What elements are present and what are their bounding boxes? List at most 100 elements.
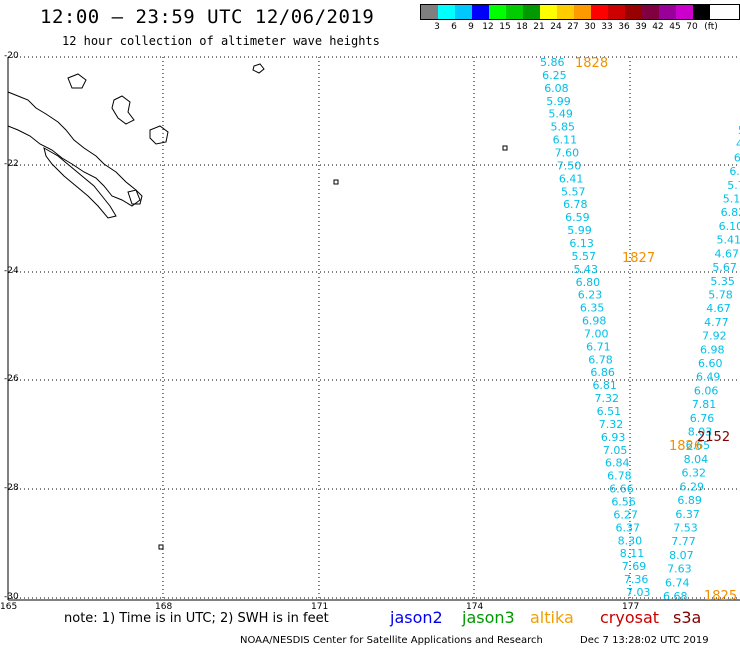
wave-height-value: 8.30	[618, 534, 643, 547]
wave-height-value: 6.71	[586, 340, 611, 353]
wave-height-value: 6.13	[569, 237, 594, 250]
wave-height-value: 7.50	[557, 159, 582, 172]
satellite-jason2-label: jason2	[390, 608, 443, 627]
wave-height-value: 5.86	[540, 56, 565, 69]
wave-height-value: 5.57	[561, 185, 586, 198]
wave-height-value: 6.82	[721, 206, 740, 219]
wave-height-value: 6.06	[694, 384, 719, 397]
legend-label: 15	[499, 22, 511, 32]
wave-height-value: 6.80	[576, 276, 601, 289]
wave-height-value: 4.67	[706, 302, 731, 315]
satellite-jason3-label: jason3	[462, 608, 515, 627]
legend-swatch	[557, 5, 574, 19]
wave-height-value: 7.63	[667, 563, 692, 576]
wave-height-value: 6.7	[729, 165, 740, 178]
longitude-label: 165	[0, 602, 18, 612]
legend-label: 12	[482, 22, 494, 32]
wave-height-value: 7.03	[626, 586, 651, 599]
wave-height-value: 6.60	[698, 357, 723, 370]
wave-height-value: 6.	[734, 151, 740, 164]
latitude-label: -28	[4, 483, 19, 493]
wave-height-value: 5.99	[546, 95, 571, 108]
wave-height-value: 6.74	[665, 576, 690, 589]
wave-height-value: 7.00	[584, 327, 609, 340]
wave-height-value: 4.67	[714, 247, 739, 260]
new-caledonia-inner-coast	[43, 146, 117, 219]
wave-height-value: 6.98	[700, 343, 725, 356]
walpole-islet	[333, 179, 339, 185]
legend-label: 18	[516, 22, 528, 32]
wave-height-value: 7.60	[555, 146, 580, 159]
wave-height-value: 5.41	[717, 234, 740, 247]
wave-height-value: 5.85	[550, 121, 575, 134]
legend-label: 36	[618, 22, 630, 32]
legend-label: 3	[434, 22, 440, 32]
wave-height-value: 6.68	[663, 590, 688, 603]
time-mark: 1826	[669, 439, 702, 454]
wave-height-value: 7.32	[595, 392, 620, 405]
wave-height-value: 6.51	[597, 405, 622, 418]
latitude-label: -26	[4, 374, 19, 384]
map-title: 12:00 – 23:59 UTC 12/06/2019	[40, 6, 375, 28]
wave-height-value: 6.56	[611, 496, 636, 509]
wave-height-value: 5.78	[708, 288, 733, 301]
wave-height-value: 6.89	[677, 494, 702, 507]
wave-height-value: 5.35	[710, 275, 735, 288]
legend-label: 39	[635, 22, 647, 32]
legend-swatch	[591, 5, 608, 19]
wave-height-value: 7.05	[603, 444, 628, 457]
wave-height-value: 6.11	[553, 134, 578, 147]
legend-label: 6	[451, 22, 457, 32]
legend-swatch	[455, 5, 472, 19]
wave-height-value: 6.37	[616, 521, 641, 534]
latitude-label: -30	[4, 592, 19, 602]
longitude-label: 171	[311, 602, 329, 612]
wave-height-value: 6.29	[679, 480, 704, 493]
color-legend: 3 6 9 12 15 18 21 24 27 30 33 36 39 42 45 70 (ft)	[420, 4, 740, 32]
latitude-label: -22	[4, 159, 19, 169]
matthew-islet	[502, 145, 508, 151]
wave-height-value: 6.66	[609, 483, 634, 496]
satellite-s3a-label: s3a	[673, 608, 702, 627]
wave-height-value: 6.59	[565, 211, 590, 224]
wave-height-value: 6.35	[580, 302, 605, 315]
footnote: note: 1) Time is in UTC; 2) SWH is in fe…	[64, 611, 329, 626]
new-caledonia-coast	[7, 91, 141, 207]
legend-label: 70	[686, 22, 698, 32]
wave-height-value: 7.92	[702, 330, 727, 343]
legend-label: 9	[468, 22, 474, 32]
wave-height-value: 5.43	[574, 263, 599, 276]
time-mark: 1828	[575, 56, 608, 71]
longitude-label: 177	[622, 602, 640, 612]
map-subtitle: 12 hour collection of altimeter wave hei…	[62, 34, 380, 48]
legend-swatch	[472, 5, 489, 19]
wave-height-value: 6.49	[696, 371, 721, 384]
legend-label: 45	[669, 22, 681, 32]
wave-height-value: 5.49	[548, 108, 573, 121]
wave-height-value: 6.37	[675, 508, 700, 521]
legend-labels: 3 6 9 12 15 18 21 24 27 30 33 36 39 42 45 70 (ft)	[420, 20, 740, 32]
wave-height-value: 6.78	[563, 198, 588, 211]
legend-label: (ft)	[704, 22, 718, 32]
wave-height-value: 8.07	[669, 549, 694, 562]
legend-label: 21	[533, 22, 545, 32]
wave-height-value: 7.53	[673, 521, 698, 534]
time-mark: 1827	[622, 251, 655, 266]
wave-height-value: 6.78	[607, 470, 632, 483]
wave-height-value: 5.15	[723, 193, 740, 206]
wave-height-value: 7.36	[624, 573, 649, 586]
wave-height-value: 4.77	[704, 316, 729, 329]
longitude-label: 168	[155, 602, 173, 612]
wave-height-value: 7.69	[622, 560, 647, 573]
wave-height-value: 6.23	[578, 289, 603, 302]
legend-swatch	[659, 5, 676, 19]
south-islet	[158, 544, 164, 550]
wave-height-value: 6.98	[582, 315, 607, 328]
legend-swatch	[642, 5, 659, 19]
coastlines	[7, 63, 508, 550]
longitude-label: 174	[466, 602, 484, 612]
legend-swatch	[438, 5, 455, 19]
wave-height-value: 6.08	[544, 82, 569, 95]
satellite-cryosat-label: cryosat	[600, 608, 660, 627]
